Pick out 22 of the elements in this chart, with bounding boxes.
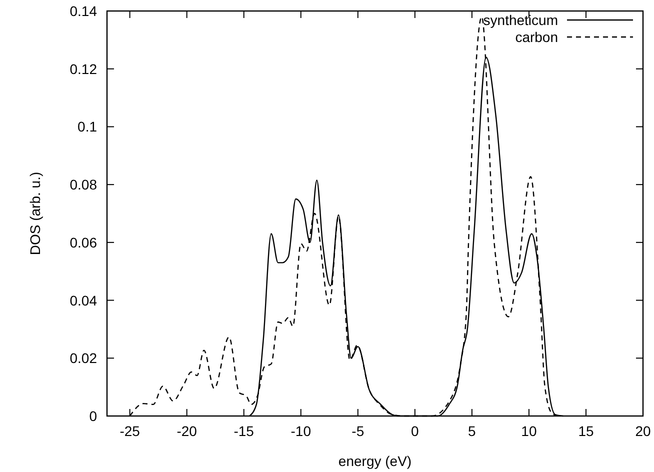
y-tick-label: 0.14 [70,3,98,19]
y-tick-label: 0.06 [70,234,98,250]
y-tick-label: 0.12 [70,60,98,77]
y-tick-label: 0.1 [78,118,98,135]
x-tick-label: 0 [411,423,420,439]
legend-label: carbon [515,29,558,45]
x-tick-label: -10 [290,423,312,439]
y-axis-title: DOS (arb. u.) [27,172,43,256]
y-tick-label: 0.08 [70,176,98,193]
x-tick-label: 10 [521,423,537,439]
y-tick-label: 0 [89,408,98,424]
x-tick-label: -20 [176,423,198,439]
x-axis-title: energy (eV) [338,453,412,469]
legend-label: syntheticum [483,12,558,28]
x-tick-label: -5 [352,423,364,439]
x-tick-label: -15 [234,423,254,439]
x-tick-label: 15 [578,423,594,439]
x-tick-label: -25 [120,423,140,439]
y-tick-label: 0.02 [70,350,98,366]
x-tick-label: 20 [635,423,651,439]
y-tick-label: 0.04 [70,292,98,308]
x-tick-label: 5 [468,423,476,439]
